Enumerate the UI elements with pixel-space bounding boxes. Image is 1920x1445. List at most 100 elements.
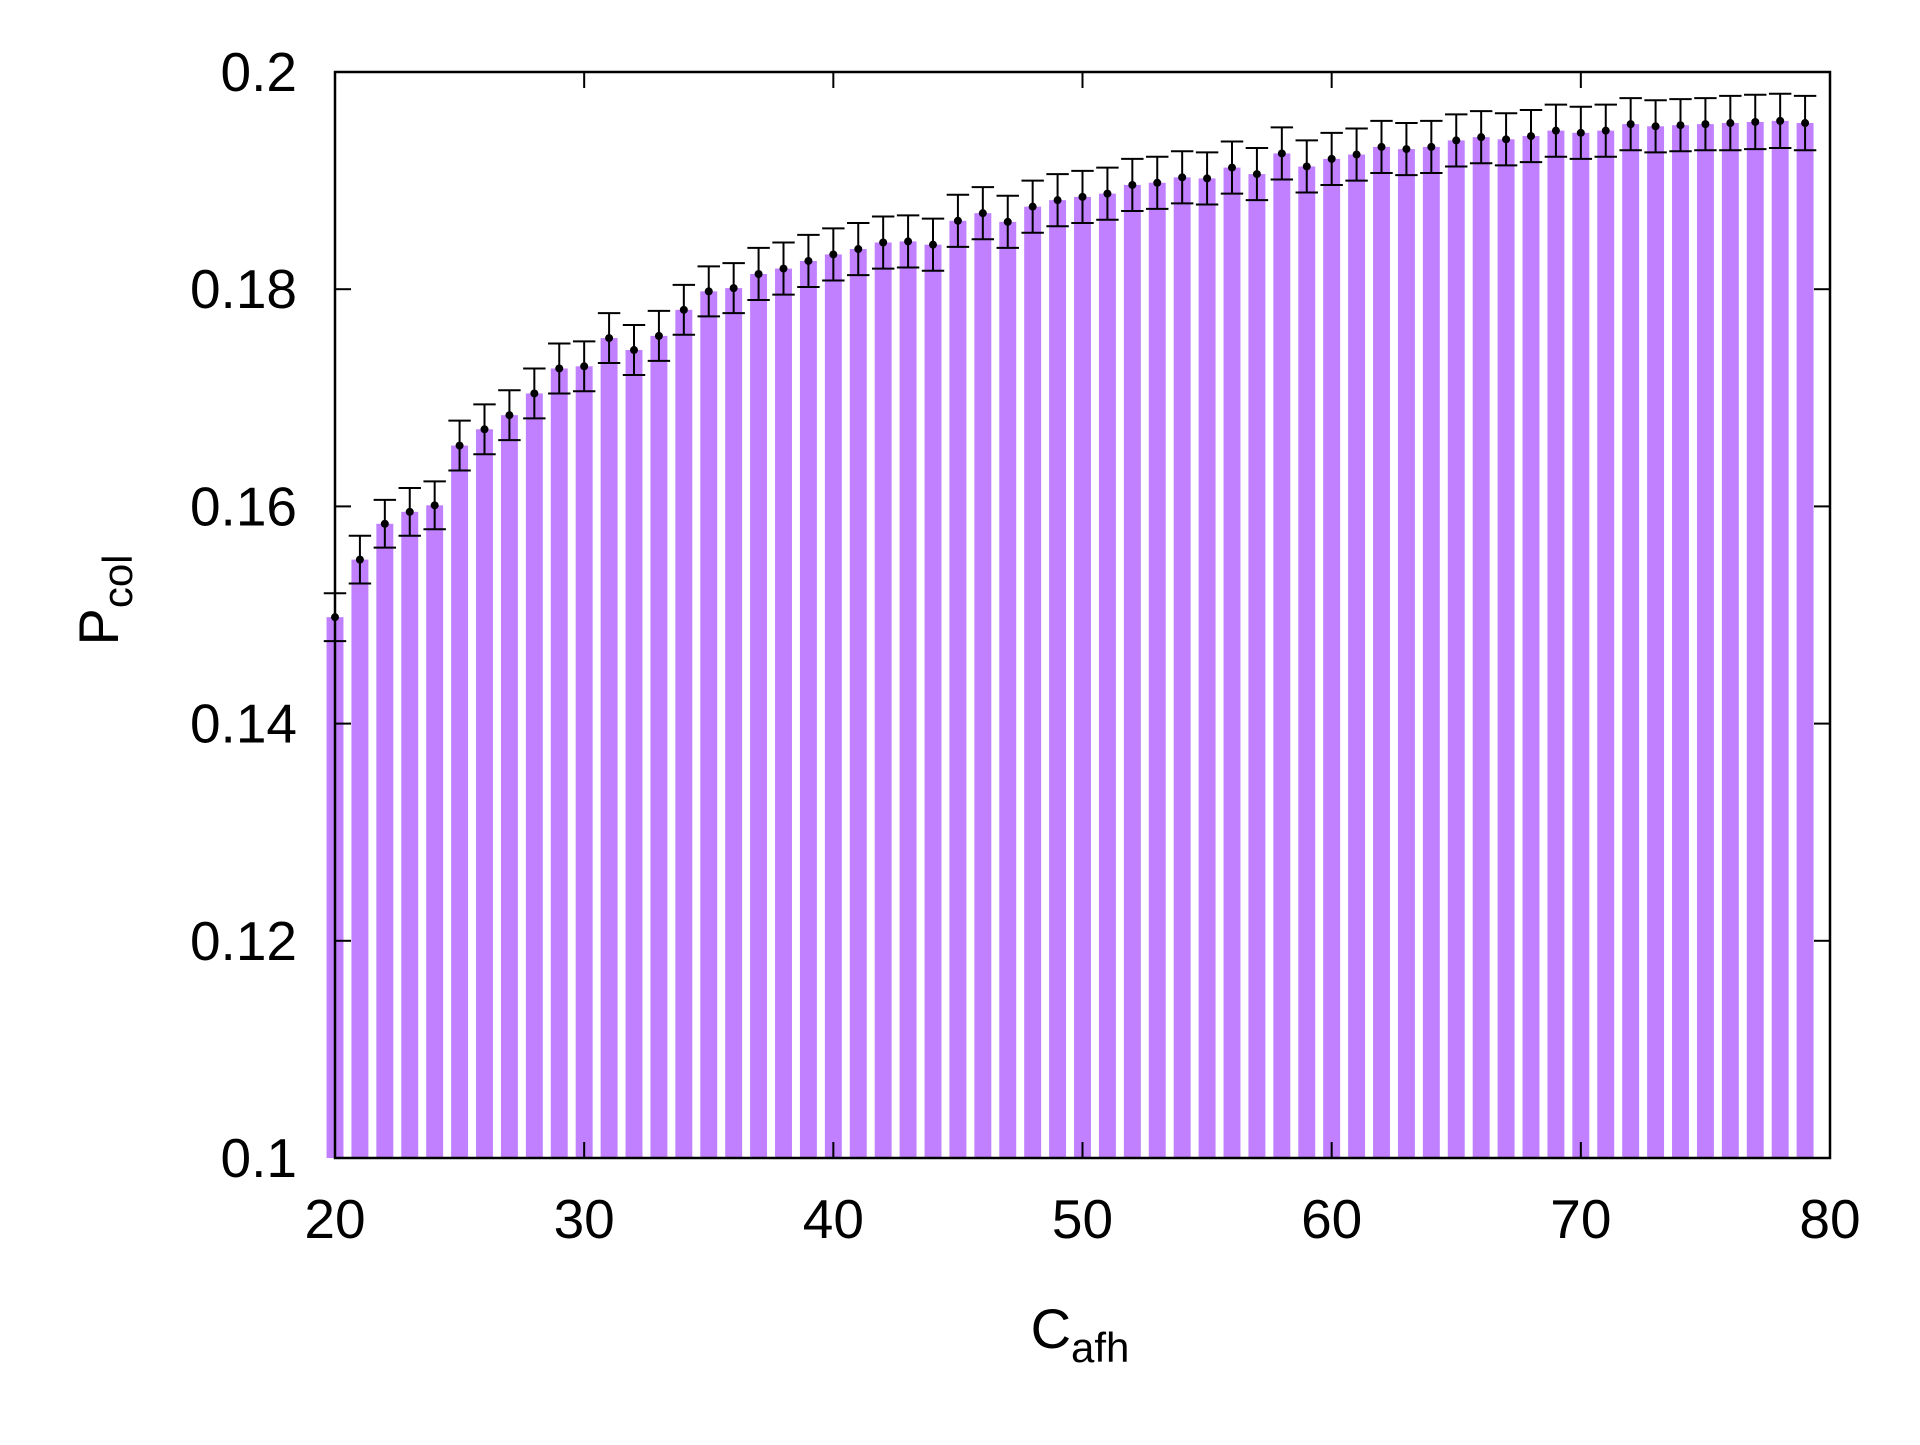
data-point: [1477, 133, 1486, 142]
bar: [1647, 126, 1665, 1158]
bar: [1721, 123, 1739, 1158]
bar: [451, 445, 469, 1159]
bar: [500, 415, 518, 1158]
y-tick-label: 0.14: [190, 693, 297, 755]
bar: [476, 429, 493, 1158]
bar: [849, 249, 867, 1158]
data-point: [505, 411, 514, 420]
data-point: [1228, 163, 1236, 172]
bar: [1696, 124, 1714, 1158]
data-point: [679, 305, 688, 314]
data-point: [1178, 173, 1187, 182]
bar: [824, 254, 842, 1158]
bar: [1746, 121, 1764, 1159]
data-point: [530, 389, 539, 398]
bar: [1796, 123, 1814, 1158]
data-point: [1003, 217, 1012, 226]
data-point: [1103, 189, 1112, 198]
x-tick-label: 60: [1301, 1188, 1362, 1250]
data-point: [1203, 174, 1212, 183]
data-point: [1327, 154, 1336, 163]
x-tick-label: 50: [1052, 1188, 1113, 1250]
bar: [600, 338, 618, 1158]
data-point: [1801, 119, 1810, 128]
bar: [1123, 184, 1141, 1158]
data-point: [804, 256, 813, 265]
axes-layer: [333, 70, 1832, 1160]
y-tick-label: 0.16: [190, 475, 297, 537]
bar: [1323, 158, 1341, 1158]
bar: [775, 268, 792, 1158]
y-tick-label: 0.1: [221, 1127, 297, 1189]
y-axis-label-main: P: [67, 608, 130, 645]
x-axis-label-main: C: [1031, 1297, 1071, 1360]
bar: [1672, 125, 1689, 1159]
bar: [1572, 132, 1590, 1158]
bar: [1622, 124, 1640, 1158]
bar: [874, 242, 892, 1158]
y-tick-label: 0.18: [190, 258, 297, 320]
bar: [426, 505, 444, 1158]
data-point: [1252, 170, 1261, 179]
data-point: [430, 501, 439, 510]
bar: [401, 511, 419, 1159]
bar: [799, 260, 817, 1159]
data-point: [380, 519, 389, 528]
data-point: [1277, 149, 1286, 158]
data-point: [1701, 120, 1710, 129]
bar: [999, 221, 1017, 1158]
data-point: [1651, 122, 1660, 131]
x-tick-label: 70: [1550, 1188, 1611, 1250]
bar: [550, 368, 568, 1159]
data-point: [580, 362, 589, 371]
x-tick-label: 40: [803, 1188, 864, 1250]
bar: [1248, 174, 1266, 1158]
data-point: [1776, 116, 1785, 125]
bar: [1024, 206, 1042, 1158]
bar: [1547, 130, 1565, 1158]
x-tick-label: 80: [1799, 1188, 1860, 1250]
data-point: [953, 216, 962, 225]
bar: [1273, 153, 1291, 1158]
data-point: [1402, 145, 1411, 154]
bar: [1098, 193, 1116, 1158]
data-point: [1626, 120, 1635, 129]
bar: [1397, 149, 1415, 1159]
data-point: [555, 364, 564, 373]
bar: [376, 523, 394, 1158]
data-point: [978, 209, 987, 218]
data-point: [729, 284, 738, 293]
bar: [1173, 177, 1191, 1159]
data-point: [455, 441, 464, 450]
y-tick-label: 0.2: [221, 41, 297, 103]
data-point: [405, 507, 414, 516]
bar: [1074, 196, 1091, 1158]
data-point: [1377, 142, 1386, 151]
data-point: [754, 269, 763, 278]
data-point: [1128, 180, 1137, 189]
data-point: [1527, 132, 1535, 141]
data-point: [829, 250, 838, 259]
bar: [1447, 140, 1465, 1159]
data-point: [355, 555, 364, 564]
bar: [1049, 200, 1067, 1158]
data-point: [1676, 121, 1685, 130]
data-point: [779, 264, 788, 273]
bar: [525, 393, 543, 1159]
bar: [700, 291, 718, 1158]
bar: [725, 288, 743, 1158]
bar: [1771, 120, 1789, 1159]
data-point: [854, 245, 863, 254]
data-point: [1751, 117, 1760, 126]
ticks-layer: 20 30 40 50 60 70 80 0.1 0.12 0.14 0.16 0.18 0.2: [190, 41, 1861, 1250]
data-point: [1576, 128, 1585, 137]
x-tick-label: 30: [554, 1188, 615, 1250]
bar: [1522, 136, 1540, 1158]
bar: [1348, 154, 1366, 1159]
bar: [924, 244, 942, 1159]
bar: [974, 213, 992, 1158]
bar: [675, 309, 693, 1159]
data-point: [1078, 192, 1087, 201]
